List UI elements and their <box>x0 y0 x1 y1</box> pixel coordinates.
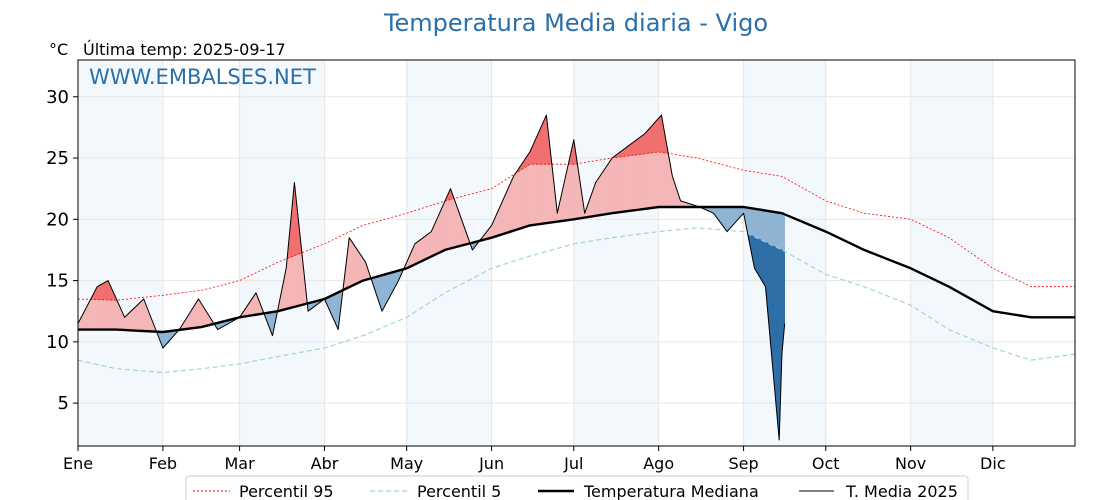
legend-t2025-label: T. Media 2025 <box>845 482 958 500</box>
x-tick-label: May <box>390 454 423 473</box>
month-band <box>573 60 659 446</box>
y-tick-label: 15 <box>46 271 69 292</box>
legend[interactable]: Percentil 95 Percentil 5 Temperatura Med… <box>185 475 969 500</box>
below-median-fill <box>782 213 785 252</box>
month-band <box>239 60 325 446</box>
plot-frame <box>77 59 1076 447</box>
x-tick-label: Mar <box>225 454 256 473</box>
chart-title: Temperatura Media diaria - Vigo <box>383 9 768 37</box>
unit-label: °C <box>49 40 68 59</box>
x-tick-label: Ago <box>643 454 674 473</box>
legend-p95-label: Percentil 95 <box>239 482 334 500</box>
legend-p5-label: Percentil 5 <box>417 482 501 500</box>
series-lines <box>77 114 1076 441</box>
legend-box <box>185 475 969 500</box>
x-tick-label: Nov <box>895 454 926 473</box>
x-tick-label: Ene <box>63 454 93 473</box>
y-tick-label: 10 <box>46 332 69 353</box>
y-tick-label: 25 <box>46 148 69 169</box>
month-band <box>78 60 163 446</box>
y-tick-label: 20 <box>46 209 69 230</box>
month-bands <box>78 60 993 446</box>
x-tick-label: Jul <box>563 454 583 473</box>
series-line-p95 <box>77 151 1075 301</box>
y-tick-label: 30 <box>46 87 69 108</box>
x-tick-label: Dic <box>980 454 1006 473</box>
watermark: WWW.EMBALSES.NET <box>89 65 316 89</box>
last-temp-label: Última temp: 2025-09-17 <box>83 40 286 59</box>
month-band <box>910 60 993 446</box>
x-axis: Ene Feb Mar Abr May Jun Jul Ago Sep Oct Nov Dic <box>63 446 1006 473</box>
y-axis: 5 10 15 20 25 30 <box>46 87 78 414</box>
x-tick-label: Oct <box>812 454 840 473</box>
y-tick-label: 5 <box>58 393 69 414</box>
legend-median-label: Temperatura Mediana <box>583 482 759 500</box>
x-tick-label: Feb <box>149 454 177 473</box>
series-line-p5 <box>77 227 1076 374</box>
x-tick-label: Abr <box>311 454 339 473</box>
series-line-t2025 <box>77 114 786 441</box>
x-tick-label: Jun <box>478 454 504 473</box>
plot-area <box>77 60 1076 446</box>
x-tick-label: Sep <box>729 454 759 473</box>
